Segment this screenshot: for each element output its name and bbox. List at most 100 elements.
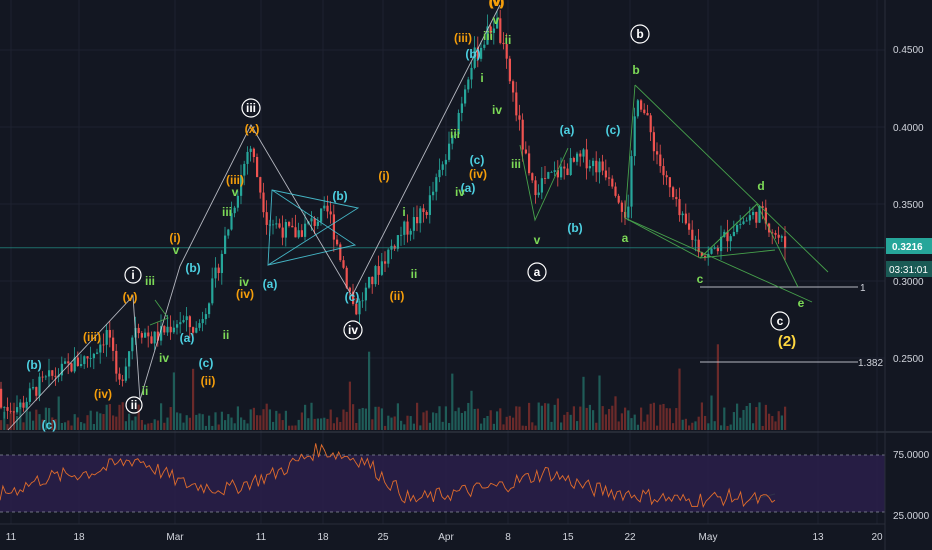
volume-bar — [160, 403, 163, 430]
volume-bar — [636, 424, 639, 430]
candle — [249, 148, 252, 152]
time-tick: 11 — [6, 532, 17, 543]
volume-bar — [505, 416, 508, 430]
candle — [316, 221, 319, 226]
volume-bar — [502, 424, 505, 430]
volume-bar — [22, 422, 25, 430]
wave-label: (iii) — [226, 173, 244, 187]
volume-bar — [57, 396, 60, 430]
volume-bar — [435, 413, 438, 430]
time-tick: 8 — [505, 532, 511, 543]
candle — [304, 223, 307, 237]
candle — [377, 266, 380, 275]
candle — [739, 224, 742, 226]
volume-bar — [44, 407, 47, 430]
rsi-pane — [0, 431, 932, 513]
volume-bar — [288, 425, 291, 430]
volume-bar — [380, 408, 383, 430]
candle — [460, 103, 463, 113]
candle — [140, 333, 143, 338]
candle — [515, 92, 518, 116]
candle — [729, 236, 732, 242]
volume-bar — [748, 403, 751, 430]
candle — [368, 276, 371, 288]
volume-bar — [736, 403, 739, 430]
volume-bar — [643, 421, 646, 430]
wave-label: iv — [239, 275, 249, 289]
volume-bar — [550, 421, 553, 430]
volume-bar — [172, 372, 175, 430]
candle — [563, 166, 566, 169]
volume-bar — [611, 405, 614, 430]
time-tick: May — [699, 532, 718, 543]
wave-label: e — [798, 296, 805, 310]
candle — [291, 225, 294, 228]
candle — [105, 330, 108, 345]
candle — [771, 232, 774, 234]
candle — [348, 287, 351, 292]
candle — [76, 357, 79, 367]
volume-bar — [0, 420, 3, 430]
volume-bar — [403, 424, 406, 430]
candle — [732, 231, 735, 237]
candle — [748, 215, 751, 221]
candle — [326, 205, 329, 212]
volume-bar — [560, 422, 563, 430]
candle — [364, 287, 367, 301]
candle — [777, 234, 780, 238]
volume-bar — [163, 422, 166, 430]
wave-label: ii — [223, 328, 230, 342]
candle — [649, 115, 652, 133]
wave-label: (iv) — [94, 387, 112, 401]
volume-bar — [496, 411, 499, 430]
wave-label: iv — [492, 103, 502, 117]
candle — [704, 256, 707, 258]
volume-bar — [563, 414, 566, 430]
volume-bar — [592, 410, 595, 430]
volume-bar — [323, 417, 326, 430]
time-tick: 15 — [562, 532, 574, 543]
volume-bar — [291, 425, 294, 430]
candle — [288, 222, 291, 226]
candle — [64, 361, 67, 364]
volume-bar — [243, 419, 246, 430]
volume-bar — [233, 423, 236, 430]
wave-label: iv — [159, 351, 169, 365]
candle — [208, 303, 211, 315]
candle — [336, 239, 339, 245]
volume-bar — [86, 415, 89, 430]
candle — [323, 205, 326, 209]
candle — [521, 119, 524, 150]
candle — [409, 230, 412, 235]
wave-label-circle — [770, 311, 790, 331]
candle — [243, 163, 246, 176]
candle — [668, 177, 671, 188]
candle — [89, 358, 92, 360]
volume-bar — [137, 404, 140, 430]
candle — [6, 407, 9, 411]
candle — [163, 326, 166, 333]
volume-bar — [544, 403, 547, 430]
volume-bar — [688, 425, 691, 430]
volume-bar — [284, 410, 287, 430]
candle — [720, 236, 723, 252]
candle — [230, 213, 233, 230]
volume-bar — [470, 390, 473, 430]
candle — [224, 235, 227, 254]
candle — [425, 212, 428, 215]
volume-bar — [105, 404, 108, 430]
wave-label: (c) — [345, 290, 360, 304]
candle — [124, 366, 127, 381]
candle — [201, 319, 204, 324]
price-tick: 0.3500 — [893, 200, 924, 211]
wave-label: (c) — [42, 418, 57, 432]
volume-bar — [416, 402, 419, 430]
candle — [313, 218, 316, 226]
candle — [371, 276, 374, 285]
candle — [464, 89, 467, 104]
rsi-tick: 75.0000 — [893, 450, 930, 461]
candle — [83, 356, 86, 365]
volume-bar — [198, 413, 201, 430]
candle — [553, 170, 556, 172]
